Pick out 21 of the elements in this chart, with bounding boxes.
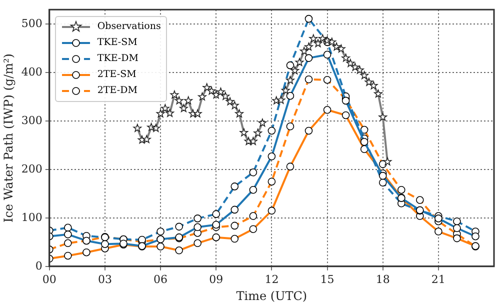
x-axis-title: Time (UTC) (236, 288, 308, 303)
legend-label: Observations (97, 21, 161, 32)
x-tick-label: 03 (98, 272, 112, 286)
y-tick-label: 500 (21, 16, 42, 30)
x-tick-label: 12 (264, 272, 279, 286)
x-tick-label: 06 (154, 272, 168, 286)
y-tick-label: 100 (21, 210, 42, 224)
y-axis-title: Ice Water Path (IWP) (g/m²) (1, 54, 16, 222)
legend-label: TKE-DM (97, 53, 138, 64)
y-tick-label: 400 (21, 65, 42, 78)
legend-label: TKE-SM (97, 37, 138, 48)
x-tick-label: 15 (320, 272, 334, 286)
y-tick-label: 0 (35, 259, 42, 272)
y-tick-label: 300 (21, 114, 42, 127)
x-tick-label: 00 (42, 272, 56, 286)
x-tick-label: 21 (431, 272, 446, 286)
y-tick-label: 200 (21, 162, 42, 176)
x-tick-label: 18 (376, 272, 390, 286)
legend-label: 2TE-SM (97, 69, 136, 80)
x-tick-label: 09 (209, 272, 224, 286)
legend-label: 2TE-DM (97, 85, 138, 96)
